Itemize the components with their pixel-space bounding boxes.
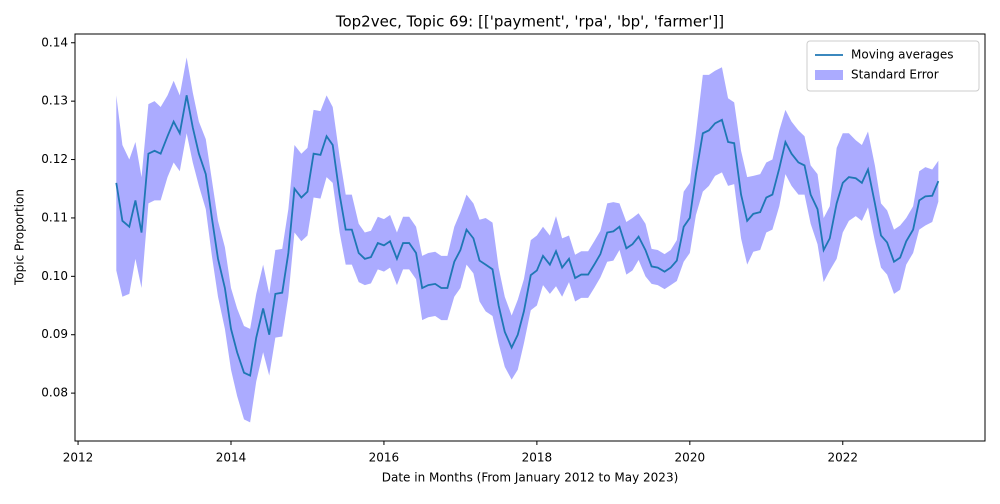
chart-title: Top2vec, Topic 69: [['payment', 'rpa', '…: [335, 13, 724, 31]
x-tick-label: 2018: [522, 451, 553, 465]
legend-swatch: [815, 70, 843, 80]
y-tick-label: 0.12: [41, 152, 68, 166]
y-tick-label: 0.11: [41, 210, 68, 224]
x-tick-label: 2020: [675, 451, 706, 465]
y-tick-label: 0.08: [41, 386, 68, 400]
legend-label: Standard Error: [851, 68, 939, 82]
legend-label: Moving averages: [851, 48, 954, 62]
legend-box: [806, 40, 980, 92]
y-axis-label: Topic Proportion: [13, 189, 27, 286]
x-tick-label: 2014: [216, 451, 247, 465]
x-tick-label: 2012: [63, 451, 94, 465]
y-tick-label: 0.10: [41, 269, 68, 283]
x-tick-label: 2016: [369, 451, 400, 465]
error-band: [116, 57, 939, 423]
y-tick-label: 0.14: [41, 35, 68, 49]
x-axis-label: Date in Months (From January 2012 to May…: [382, 471, 679, 485]
line: [115, 95, 940, 377]
y-tick-label: 0.13: [41, 94, 68, 108]
plot-frame: [74, 33, 986, 442]
y-tick-label: 0.09: [41, 327, 68, 341]
x-tick-label: 2022: [827, 451, 858, 465]
